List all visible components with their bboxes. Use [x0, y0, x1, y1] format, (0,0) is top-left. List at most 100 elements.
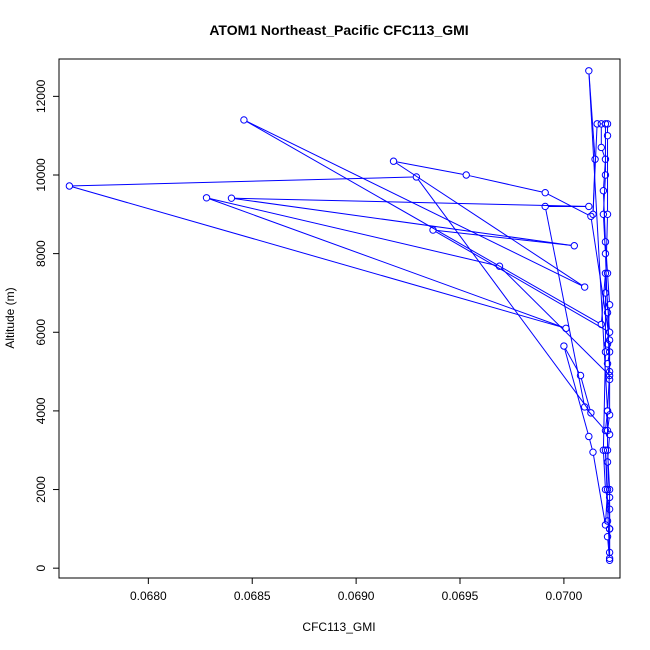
- data-point: [389, 157, 398, 165]
- x-tick-label: 0.0690: [338, 589, 375, 603]
- series-line-segment: [417, 179, 590, 411]
- x-tick-label: 0.0700: [546, 589, 583, 603]
- chart-title: ATOM1 Northeast_Pacific CFC113_GMI: [209, 22, 468, 38]
- x-axis-label: CFC113_GMI: [302, 620, 375, 634]
- series-line-segment: [501, 268, 608, 374]
- data-point: [605, 430, 614, 439]
- series-line-segment: [72, 176, 414, 187]
- data-point: [541, 188, 549, 197]
- data-point: [429, 226, 437, 234]
- data-point: [603, 407, 612, 415]
- series-line-segment: [395, 162, 583, 286]
- data-point: [603, 131, 612, 140]
- series-line-segment: [469, 175, 543, 193]
- series-line-segment: [436, 229, 572, 246]
- y-tick-label: 10000: [34, 158, 48, 192]
- data-point: [605, 505, 614, 513]
- data-point: [603, 269, 612, 277]
- series-line-segment: [209, 198, 564, 328]
- series-line-segment: [589, 439, 593, 450]
- data-point: [605, 548, 614, 557]
- data-point: [605, 556, 614, 565]
- data-point: [240, 116, 248, 124]
- series-line-segment: [580, 378, 591, 410]
- series-line-segment: [601, 150, 605, 157]
- plot-area-frame: [58, 58, 621, 579]
- data-point: [580, 283, 589, 291]
- data-point: [601, 238, 610, 246]
- data-point: [605, 493, 614, 502]
- data-point: [599, 187, 608, 195]
- series-line-segment: [435, 231, 608, 332]
- data-point: [585, 202, 593, 211]
- data-point: [202, 194, 211, 202]
- y-tick-label: 12000: [34, 79, 48, 113]
- data-point: [601, 249, 610, 258]
- data-point: [603, 533, 612, 541]
- y-tick-label: 0: [34, 565, 48, 572]
- data-point: [605, 336, 614, 344]
- data-point: [605, 554, 614, 563]
- data-point: [601, 521, 610, 529]
- data-point: [560, 342, 568, 350]
- series-line-segment: [246, 121, 599, 324]
- data-point: [601, 155, 610, 163]
- data-point: [570, 242, 578, 250]
- series-line-segment: [396, 161, 464, 175]
- series-line-segment: [603, 178, 606, 212]
- data-point: [603, 458, 612, 466]
- data-point: [603, 308, 612, 317]
- series-line-segment: [607, 276, 610, 302]
- series-line-segment: [588, 73, 596, 157]
- data-point: [605, 371, 614, 380]
- series-line-segment: [605, 256, 608, 310]
- data-point: [601, 446, 610, 454]
- series-layer: [65, 67, 614, 565]
- data-point: [589, 210, 597, 219]
- data-point: [462, 171, 470, 179]
- data-point: [601, 120, 610, 128]
- data-point: [605, 348, 614, 356]
- data-point: [603, 340, 612, 348]
- data-point: [605, 411, 614, 419]
- data-point: [603, 485, 612, 494]
- data-point: [601, 289, 610, 297]
- series-line-segment: [588, 73, 608, 408]
- x-tick-label: 0.0680: [130, 589, 167, 603]
- y-tick-label: 6000: [34, 319, 48, 346]
- data-point: [605, 525, 614, 533]
- series-line-segment: [545, 209, 585, 404]
- series-line-segment: [72, 186, 564, 328]
- data-point: [605, 485, 614, 494]
- data-point: [599, 210, 608, 219]
- x-axis: 0.0680 0.0685 0.0690 0.0695 0.0700: [130, 577, 583, 603]
- data-point: [603, 210, 612, 219]
- data-point: [601, 269, 610, 277]
- data-point: [589, 448, 597, 456]
- data-point: [587, 212, 595, 220]
- series-line-segment: [547, 193, 589, 216]
- data-point: [605, 328, 614, 336]
- data-point: [605, 301, 614, 309]
- data-point: [601, 171, 610, 179]
- data-point: [65, 182, 74, 190]
- data-point: [603, 446, 612, 454]
- data-point: [601, 485, 610, 494]
- series-line-segment: [607, 374, 610, 408]
- data-point: [603, 120, 612, 128]
- data-point: [593, 120, 601, 128]
- series-line-segment: [593, 455, 606, 522]
- x-tick-label: 0.0695: [442, 589, 479, 603]
- data-point: [412, 173, 421, 181]
- data-point: [591, 155, 599, 163]
- data-point: [562, 324, 570, 333]
- data-point: [605, 375, 614, 384]
- series-line-segment: [607, 315, 610, 369]
- data-point: [585, 67, 593, 75]
- data-point: [601, 348, 610, 356]
- data-point: [603, 426, 612, 435]
- series-line-segment: [564, 348, 589, 434]
- data-point: [227, 194, 236, 202]
- x-tick-label: 0.0685: [234, 589, 271, 603]
